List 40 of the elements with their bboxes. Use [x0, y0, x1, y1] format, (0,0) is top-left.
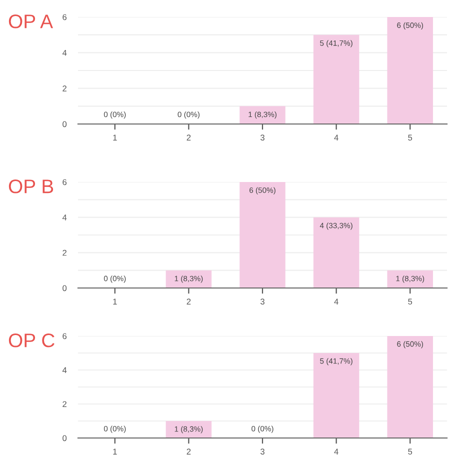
x-tick-label: 3	[260, 298, 264, 305]
x-tick-label: 5	[408, 134, 412, 141]
y-tick-label: 0	[62, 285, 67, 292]
x-tick-label: 4	[334, 298, 338, 304]
y-tick-label: 2	[62, 86, 66, 92]
y-tick-label: 4	[62, 214, 67, 220]
bar	[166, 270, 212, 288]
y-tick-label: 0	[62, 121, 67, 128]
y-tick-label: 2	[62, 250, 66, 256]
x-tick-label: 2	[186, 298, 191, 304]
x-tick-label: 5	[408, 448, 412, 455]
bar	[313, 217, 360, 288]
x-tick-label: 1	[113, 298, 117, 304]
x-tick-label: 5	[408, 298, 412, 305]
y-tick-label: 6	[62, 179, 67, 186]
bar	[387, 336, 433, 438]
chart-title: OP B	[8, 180, 54, 194]
x-tick-label: 1	[113, 134, 117, 140]
chart-title: OP A	[8, 14, 54, 28]
x-tick-label: 3	[260, 448, 264, 455]
bar	[387, 270, 433, 288]
y-tick-label: 6	[62, 333, 67, 340]
x-tick-label: 4	[334, 448, 338, 454]
y-tick-label: 2	[62, 401, 66, 408]
y-tick-label: 4	[62, 50, 67, 56]
bar	[387, 17, 433, 124]
x-tick-label: 2	[186, 134, 191, 140]
bar	[240, 106, 286, 124]
y-tick-label: 4	[62, 367, 67, 374]
bar	[166, 421, 212, 438]
bar	[313, 353, 360, 438]
x-tick-label: 4	[334, 134, 338, 140]
x-tick-label: 3	[260, 134, 264, 141]
y-tick-label: 0	[62, 435, 67, 442]
y-tick-label: 6	[62, 14, 67, 20]
x-tick-label: 2	[186, 448, 191, 454]
bar	[240, 182, 286, 288]
x-tick-label: 1	[113, 448, 117, 454]
chart-title: OP C	[8, 334, 54, 348]
bar	[313, 34, 360, 124]
